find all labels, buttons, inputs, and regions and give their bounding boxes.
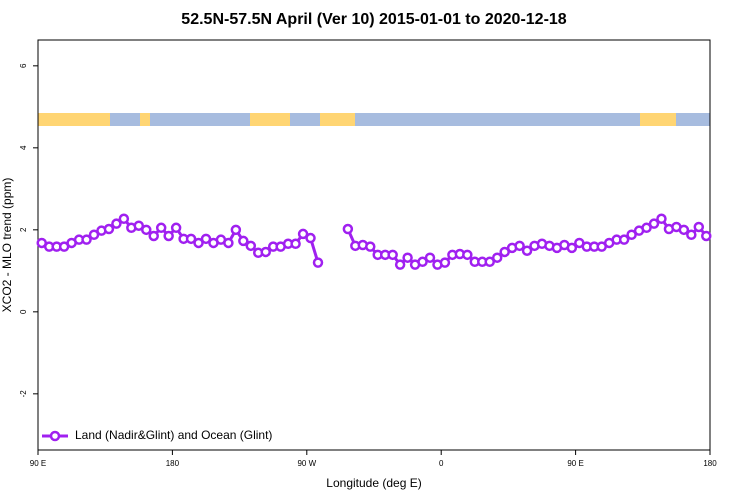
point bbox=[103, 223, 115, 235]
point bbox=[499, 246, 510, 258]
legend-label: Land (Nadir&Glint) and Ocean (Glint) bbox=[75, 428, 272, 442]
chart-title: 52.5N-57.5N April (Ver 10) 2015-01-01 to… bbox=[181, 11, 567, 28]
point bbox=[424, 252, 436, 263]
point bbox=[148, 230, 159, 242]
x-axis-label: Longitude (deg E) bbox=[326, 476, 421, 490]
point bbox=[678, 224, 690, 236]
x-tick-label: 90 E bbox=[30, 459, 46, 468]
point bbox=[365, 241, 376, 252]
point bbox=[417, 256, 428, 268]
y-tick-label: 2 bbox=[19, 227, 28, 232]
point bbox=[200, 233, 212, 245]
y-tick-label: -2 bbox=[19, 390, 28, 398]
legend-marker bbox=[49, 430, 61, 442]
point bbox=[641, 222, 652, 234]
point bbox=[312, 257, 324, 268]
point bbox=[686, 229, 697, 240]
y-tick-label: 6 bbox=[19, 63, 28, 68]
point bbox=[88, 229, 100, 240]
point bbox=[163, 230, 174, 242]
point bbox=[118, 213, 130, 225]
point bbox=[701, 230, 712, 242]
point bbox=[290, 238, 301, 250]
x-tick-label: 90 W bbox=[297, 459, 316, 468]
point bbox=[514, 240, 525, 252]
point bbox=[305, 232, 316, 244]
land-ocean-strip bbox=[38, 113, 710, 126]
y-axis-label: XCO2 - MLO trend (ppm) bbox=[0, 178, 14, 313]
x-tick-label: 0 bbox=[439, 459, 444, 468]
point bbox=[491, 252, 503, 263]
y-tick-label: 4 bbox=[19, 145, 28, 150]
point bbox=[626, 229, 637, 240]
point bbox=[185, 233, 197, 245]
point bbox=[81, 234, 92, 245]
point bbox=[133, 220, 145, 231]
point bbox=[521, 245, 533, 256]
point bbox=[223, 237, 234, 249]
point bbox=[693, 221, 705, 233]
point bbox=[394, 259, 406, 270]
point bbox=[170, 222, 182, 234]
point bbox=[297, 228, 309, 240]
point bbox=[260, 246, 271, 258]
point bbox=[566, 242, 578, 254]
point bbox=[439, 257, 451, 268]
point bbox=[484, 256, 495, 268]
point bbox=[193, 237, 204, 249]
y-tick-label: 0 bbox=[19, 309, 28, 314]
point bbox=[648, 218, 660, 229]
x-tick-label: 90 E bbox=[567, 459, 583, 468]
point bbox=[342, 223, 354, 235]
point bbox=[462, 249, 473, 261]
point bbox=[155, 222, 167, 234]
point bbox=[230, 224, 242, 236]
point bbox=[387, 249, 398, 261]
point bbox=[245, 240, 257, 252]
x-tick-label: 180 bbox=[703, 459, 717, 468]
point bbox=[111, 218, 122, 229]
point bbox=[618, 234, 630, 245]
point bbox=[402, 252, 413, 263]
point bbox=[238, 235, 249, 247]
point bbox=[656, 213, 667, 225]
x-tick-label: 180 bbox=[166, 459, 180, 468]
point bbox=[141, 224, 152, 236]
